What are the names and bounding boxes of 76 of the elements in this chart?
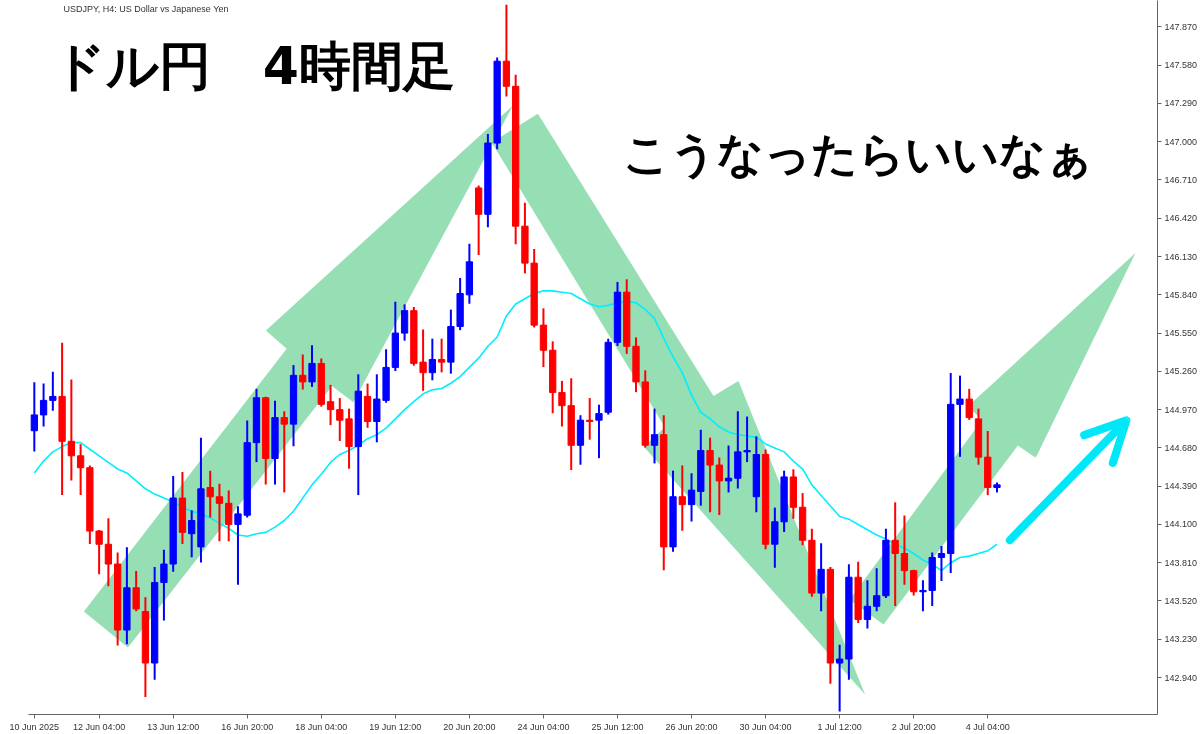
x-tick-label: 18 Jun 04:00 xyxy=(295,721,348,732)
candlestick xyxy=(873,568,881,612)
candlestick xyxy=(558,380,566,427)
candlestick xyxy=(743,416,751,463)
candlestick xyxy=(835,644,844,712)
y-tick-label: 146.130 xyxy=(1164,251,1198,262)
candlestick xyxy=(715,457,723,515)
y-tick-label: 145.840 xyxy=(1164,289,1198,300)
candlestick xyxy=(910,569,918,596)
candlestick xyxy=(188,510,196,558)
candlestick xyxy=(39,383,48,427)
line-series xyxy=(33,290,998,572)
candlestick xyxy=(900,515,909,585)
candlestick xyxy=(724,445,733,493)
candlestick xyxy=(863,580,872,629)
candlestick xyxy=(76,444,85,496)
candlestick xyxy=(160,549,168,621)
candlestick xyxy=(965,388,973,420)
y-tick-label: 147.290 xyxy=(1164,98,1198,109)
y-tick-label: 146.710 xyxy=(1164,174,1198,185)
candlestick xyxy=(67,379,75,481)
y-tick-label: 144.680 xyxy=(1164,442,1198,453)
candlestick xyxy=(132,570,140,612)
candlestick xyxy=(678,465,686,531)
y-tick-label: 147.580 xyxy=(1164,60,1198,71)
candlestick xyxy=(891,502,899,606)
candlestick xyxy=(299,354,307,390)
y-tick-label: 145.550 xyxy=(1164,328,1198,339)
x-tick-label: 25 Jun 12:00 xyxy=(591,721,644,732)
candlestick xyxy=(104,518,113,587)
x-tick-label: 2 Jul 20:00 xyxy=(891,721,936,732)
y-tick-label: 147.000 xyxy=(1164,136,1198,147)
candlestick xyxy=(215,483,224,542)
x-tick-label: 13 Jun 12:00 xyxy=(147,721,200,732)
x-tick-label: 1 Jul 12:00 xyxy=(817,721,862,732)
x-tick-label: 16 Jun 20:00 xyxy=(221,721,274,732)
candlestick xyxy=(400,304,409,341)
candlestick xyxy=(687,473,696,522)
candlestick xyxy=(706,437,714,513)
candlestick xyxy=(280,411,288,493)
candlestick xyxy=(650,408,659,464)
candlestick xyxy=(95,530,103,575)
x-tick-label: 4 Jul 04:00 xyxy=(965,721,1010,732)
candlestick xyxy=(30,382,38,452)
y-tick-label: 143.520 xyxy=(1164,596,1198,606)
y-tick-label: 146.420 xyxy=(1164,213,1198,224)
candlestick xyxy=(206,470,214,518)
candlestick xyxy=(437,338,446,373)
x-tick-label: 20 Jun 20:00 xyxy=(443,721,496,732)
y-tick-label: 143.810 xyxy=(1164,557,1198,568)
candlestick xyxy=(308,345,316,387)
y-tick-label: 144.970 xyxy=(1164,404,1198,415)
x-tick-label: 30 Jun 04:00 xyxy=(739,721,792,732)
annotation: こうなったらいいなぁ xyxy=(623,127,1094,181)
x-tick-label: 24 Jun 04:00 xyxy=(517,721,570,732)
candlestick xyxy=(326,384,335,426)
x-tick-label: 26 Jun 20:00 xyxy=(665,721,718,732)
candlestick xyxy=(428,338,436,381)
candlestick xyxy=(595,404,603,459)
candlestick xyxy=(49,371,57,411)
text: ドル円 4時間足 xyxy=(52,35,455,96)
candlestick xyxy=(937,545,946,581)
candlestick xyxy=(586,398,594,440)
x-tick-label: 19 Jun 12:00 xyxy=(369,721,422,732)
y-tick-label: 143.230 xyxy=(1164,634,1198,645)
y-tick-label: 142.940 xyxy=(1164,672,1198,683)
chart-subtitle: USDJPY, H4: US Dollar vs Japanese Yen xyxy=(63,4,229,15)
candlestick xyxy=(817,543,825,612)
x-tick-label: 12 Jun 04:00 xyxy=(73,721,126,732)
candlestick xyxy=(771,507,779,568)
candlestick xyxy=(225,490,233,542)
x-tick-label: 10 Jun 2025 xyxy=(9,721,60,732)
y-tick-label: 144.100 xyxy=(1164,519,1198,530)
y-tick-label: 144.390 xyxy=(1164,481,1198,492)
y-tick-label: 145.260 xyxy=(1164,366,1198,377)
y-tick-label: 147.870 xyxy=(1164,21,1198,32)
